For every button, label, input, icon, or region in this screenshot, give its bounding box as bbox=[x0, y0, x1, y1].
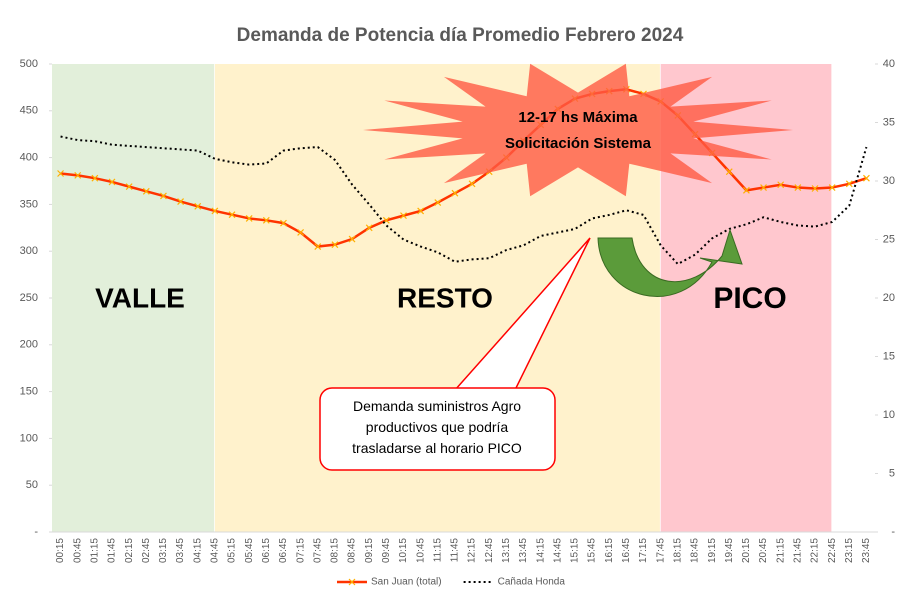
legend-label: San Juan (total) bbox=[371, 577, 442, 588]
x-tick-label: 13:45 bbox=[518, 538, 529, 563]
x-tick-label: 21:45 bbox=[792, 538, 803, 563]
x-tick-label: 05:45 bbox=[244, 538, 255, 563]
y2-tick-label: 25 bbox=[883, 233, 895, 245]
y-tick-label: 200 bbox=[20, 339, 38, 351]
y2-tick-label: - bbox=[891, 526, 895, 538]
x-tick-label: 16:45 bbox=[621, 538, 632, 563]
y2-tick-label: 15 bbox=[883, 350, 895, 362]
y2-tick-label: 30 bbox=[883, 175, 895, 187]
x-tick-label: 23:15 bbox=[844, 538, 855, 563]
x-tick-label: 01:45 bbox=[107, 538, 118, 563]
x-tick-label: 04:45 bbox=[210, 538, 221, 563]
y2-tick-label: 10 bbox=[883, 409, 895, 421]
x-tick-label: 19:15 bbox=[707, 538, 718, 563]
y-tick-label: 250 bbox=[20, 292, 38, 304]
y-tick-label: 300 bbox=[20, 245, 38, 257]
x-tick-label: 05:15 bbox=[227, 538, 238, 563]
x-tick-label: 02:45 bbox=[141, 538, 152, 563]
x-tick-label: 18:45 bbox=[690, 538, 701, 563]
x-tick-label: 02:15 bbox=[124, 538, 135, 563]
x-tick-label: 06:45 bbox=[278, 538, 289, 563]
x-tick-label: 11:45 bbox=[450, 538, 461, 563]
x-tick-label: 20:15 bbox=[741, 538, 752, 563]
x-tick-label: 19:45 bbox=[724, 538, 735, 563]
x-tick-label: 18:15 bbox=[672, 538, 683, 563]
chart-title: Demanda de Potencia día Promedio Febrero… bbox=[237, 25, 684, 46]
x-tick-label: 14:15 bbox=[535, 538, 546, 563]
x-tick-label: 07:45 bbox=[312, 538, 323, 563]
y-tick-label: 100 bbox=[20, 432, 38, 444]
chart: Demanda de Potencia día Promedio Febrero… bbox=[0, 0, 903, 598]
x-tick-label: 12:15 bbox=[467, 538, 478, 563]
y2-tick-label: 40 bbox=[883, 58, 895, 70]
zone-label: RESTO bbox=[397, 282, 493, 313]
x-tick-label: 07:15 bbox=[295, 538, 306, 563]
zone-label: VALLE bbox=[95, 282, 185, 313]
x-tick-label: 08:15 bbox=[330, 538, 341, 563]
x-tick-label: 08:45 bbox=[347, 538, 358, 563]
y-tick-label: 350 bbox=[20, 198, 38, 210]
x-tick-label: 13:15 bbox=[501, 538, 512, 563]
x-tick-label: 12:45 bbox=[484, 538, 495, 563]
x-tick-label: 06:15 bbox=[261, 538, 272, 563]
zone-label: PICO bbox=[713, 282, 786, 315]
x-tick-label: 17:45 bbox=[655, 538, 666, 563]
x-tick-label: 22:15 bbox=[810, 538, 821, 563]
y-tick-label: - bbox=[34, 526, 38, 538]
y-tick-label: 150 bbox=[20, 386, 38, 398]
legend-label: Cañada Honda bbox=[498, 577, 566, 588]
y2-tick-label: 35 bbox=[883, 116, 895, 128]
x-tick-label: 17:15 bbox=[638, 538, 649, 563]
x-tick-label: 20:45 bbox=[758, 538, 769, 563]
x-tick-label: 09:45 bbox=[381, 538, 392, 563]
x-tick-label: 03:45 bbox=[175, 538, 186, 563]
y2-tick-label: 20 bbox=[883, 292, 895, 304]
y-tick-label: 450 bbox=[20, 105, 38, 117]
x-tick-label: 10:15 bbox=[398, 538, 409, 563]
x-tick-label: 16:15 bbox=[604, 538, 615, 563]
x-tick-label: 04:15 bbox=[192, 538, 203, 563]
y-tick-label: 500 bbox=[20, 58, 38, 70]
x-tick-label: 01:15 bbox=[90, 538, 101, 563]
y2-tick-label: 5 bbox=[889, 467, 895, 479]
x-tick-label: 15:15 bbox=[570, 538, 581, 563]
x-tick-label: 14:45 bbox=[552, 538, 563, 563]
x-tick-label: 11:15 bbox=[432, 538, 443, 563]
x-tick-label: 09:15 bbox=[364, 538, 375, 563]
x-tick-label: 23:45 bbox=[861, 538, 872, 563]
x-tick-label: 22:45 bbox=[827, 538, 838, 563]
x-tick-label: 00:15 bbox=[55, 538, 66, 563]
x-tick-label: 00:45 bbox=[72, 538, 83, 563]
y-tick-label: 50 bbox=[26, 479, 38, 491]
x-tick-label: 03:15 bbox=[158, 538, 169, 563]
y-tick-label: 400 bbox=[20, 152, 38, 164]
x-tick-label: 15:45 bbox=[587, 538, 598, 563]
x-tick-label: 10:45 bbox=[415, 538, 426, 563]
x-tick-label: 21:15 bbox=[775, 538, 786, 563]
